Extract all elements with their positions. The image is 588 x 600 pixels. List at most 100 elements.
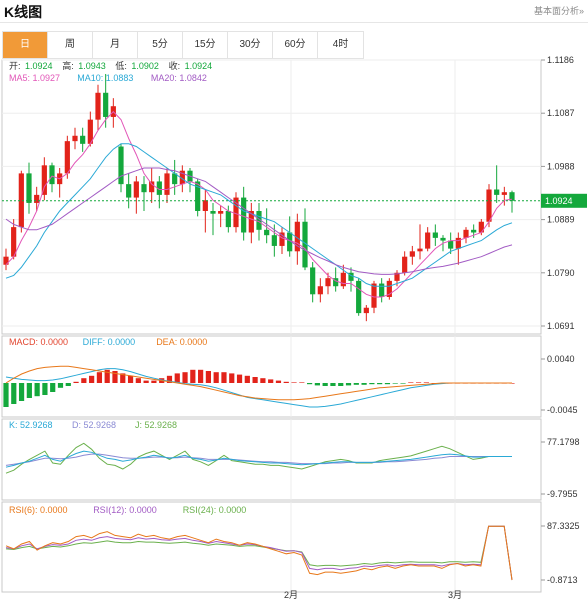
macd-bar: [151, 380, 157, 383]
macd-bar: [3, 383, 9, 407]
ma-legend: MA20: 1.0842: [151, 73, 207, 83]
candle: [195, 181, 201, 212]
candle: [302, 221, 308, 268]
candle: [241, 197, 247, 233]
candle: [463, 229, 469, 238]
candle: [164, 173, 170, 195]
macd-bar: [454, 383, 461, 384]
candle: [379, 283, 385, 297]
candle: [87, 119, 93, 144]
kdj-j-line: [5, 442, 512, 474]
fundamental-analysis-link[interactable]: 基本面分析»: [533, 6, 584, 16]
price-label: 1.0889: [547, 215, 575, 225]
candle: [57, 173, 63, 185]
candle: [448, 240, 454, 249]
rsi-legend: RSI(24): 0.0000: [183, 505, 247, 515]
rsi-label: 87.3325: [547, 521, 580, 531]
top-bar: K线图 基本面分析»: [0, 0, 588, 23]
candle: [3, 256, 9, 265]
macd-bar: [486, 383, 492, 384]
candle: [486, 189, 492, 222]
period-tabs: 日 周 月 5分 15分 30分 60分 4时: [2, 31, 364, 59]
candle: [80, 135, 86, 144]
ma-legend: MA10: 1.0883: [77, 73, 133, 83]
candle: [440, 237, 446, 241]
candle: [126, 184, 132, 198]
rsi12-line: [5, 525, 513, 581]
panel-frame-rsi: [1, 501, 542, 593]
macd-bar: [190, 369, 196, 383]
ma-legend: MA5: 1.0927: [9, 73, 60, 83]
macd-legend: DEA: 0.0000: [156, 337, 207, 347]
macd-bar: [439, 383, 445, 384]
candle: [478, 221, 484, 233]
kdj-legend: D: 52.9268: [72, 420, 116, 430]
tab-15min[interactable]: 15分: [183, 32, 228, 58]
current-price-badge: [541, 193, 587, 208]
macd-bar: [236, 374, 243, 383]
tab-60min[interactable]: 60分: [273, 32, 318, 58]
tab-4hour[interactable]: 4时: [318, 32, 363, 58]
ohlc-legend-value: 1.0924: [25, 61, 53, 71]
macd-bar: [198, 369, 204, 383]
macd-bar: [447, 383, 453, 384]
macd-bar: [377, 383, 383, 385]
candle: [432, 232, 438, 238]
macd-bar: [65, 383, 71, 386]
tab-month[interactable]: 月: [93, 32, 138, 58]
macd-bar: [291, 382, 297, 383]
macd-bar: [26, 383, 32, 398]
macd-bar: [338, 383, 344, 386]
candle: [218, 211, 224, 214]
tab-5min[interactable]: 5分: [138, 32, 183, 58]
macd-bar: [252, 377, 258, 383]
candle: [371, 283, 377, 308]
price-label: 1.0988: [547, 161, 575, 171]
macd-bar: [11, 383, 17, 404]
x-axis-label: 3月: [448, 590, 462, 600]
macd-bar: [307, 383, 313, 385]
price-label: 1.1186: [547, 55, 574, 65]
candle: [455, 237, 461, 249]
macd-bar: [470, 383, 476, 384]
tab-week[interactable]: 周: [48, 32, 93, 58]
price-label: 1.0790: [547, 268, 575, 278]
candles: [3, 73, 515, 322]
tab-day[interactable]: 日: [3, 32, 48, 58]
macd-bar: [408, 382, 414, 383]
macd-label: -0.0045: [547, 405, 578, 415]
macd-dea-line: [5, 365, 512, 401]
candle: [11, 227, 17, 257]
candle: [310, 267, 316, 295]
macd-diff-line: [5, 368, 512, 408]
candle: [225, 211, 231, 228]
candle: [156, 181, 162, 195]
macd-bar: [73, 381, 79, 383]
ohlc-legend-value: 1.0902: [131, 61, 159, 71]
candle: [172, 173, 178, 185]
macd-bar: [135, 378, 141, 383]
candle: [110, 106, 116, 117]
macd-bar: [174, 373, 180, 383]
macd-bar: [229, 373, 235, 383]
rsi-legend: RSI(6): 0.0000: [9, 505, 68, 515]
ohlc-legend-label: 低:: [115, 60, 127, 71]
page-title: K线图: [4, 4, 43, 20]
macd-bar: [361, 383, 367, 385]
macd-bar: [501, 383, 507, 384]
rsi6-line: [5, 525, 513, 581]
tab-30min[interactable]: 30分: [228, 32, 273, 58]
macd-bar: [34, 383, 40, 397]
macd-bar: [143, 380, 149, 383]
candle: [386, 280, 392, 297]
candle: [233, 197, 239, 228]
macd-bar: [205, 371, 211, 383]
candle: [149, 181, 155, 193]
x-axis-label: 2月: [284, 590, 298, 600]
candle: [41, 165, 47, 195]
macd-bar: [18, 383, 25, 401]
panel-frame-main: [1, 59, 542, 335]
candle: [509, 192, 515, 201]
macd-bar: [478, 383, 484, 384]
